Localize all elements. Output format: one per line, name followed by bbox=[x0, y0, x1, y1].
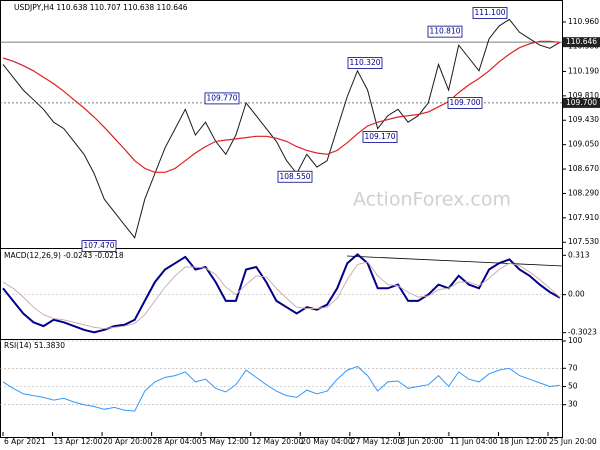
watermark: ActionForex.com bbox=[353, 189, 511, 211]
x-tick-label: 18 Jun 12:00 bbox=[499, 437, 547, 446]
y-tick-label: 110.960 bbox=[568, 17, 599, 26]
annotation-box bbox=[362, 131, 398, 143]
series-line bbox=[2, 261, 561, 330]
price-label-box bbox=[563, 97, 600, 108]
price-label: 109.700 bbox=[566, 98, 597, 107]
y-tick-label: 108.290 bbox=[568, 188, 599, 197]
y-tick-label: 109.050 bbox=[568, 140, 599, 149]
annotation: 109.170 bbox=[364, 132, 395, 141]
x-tick-label: 28 Apr 04:00 bbox=[153, 437, 202, 446]
y-tick-label: 30 bbox=[568, 400, 578, 409]
rsi-title: RSI(14) 51.3830 bbox=[4, 341, 65, 350]
y-tick-label: 110.190 bbox=[568, 66, 599, 75]
x-tick-label: 11 Jun 04:00 bbox=[450, 437, 498, 446]
x-tick-label: 12 May 20:00 bbox=[252, 437, 304, 446]
x-tick-label: 25 Jun 20:00 bbox=[549, 437, 597, 446]
price-label: 110.646 bbox=[566, 37, 597, 46]
x-tick-label: 13 Apr 12:00 bbox=[54, 437, 103, 446]
series-line bbox=[2, 18, 561, 239]
annotation-box bbox=[427, 25, 463, 38]
annotation: 111.100 bbox=[474, 8, 505, 17]
y-tick-label: 109.810 bbox=[568, 91, 599, 100]
chart-title: USDJPY,H4 110.638 110.707 110.638 110.64… bbox=[14, 3, 188, 12]
annotation-box bbox=[347, 57, 383, 69]
annotation: 107.470 bbox=[83, 241, 114, 250]
y-tick-label: 100 bbox=[568, 336, 583, 345]
series-line bbox=[2, 365, 561, 412]
y-tick-label: 108.670 bbox=[568, 164, 599, 173]
x-tick-label: 20 Apr 20:00 bbox=[103, 437, 152, 446]
macd-title: MACD(12,26,9) -0.0243 -0.0218 bbox=[4, 251, 124, 260]
y-tick-label: 107.530 bbox=[568, 237, 599, 246]
annotation: 110.810 bbox=[429, 27, 460, 36]
annotation: 109.700 bbox=[449, 98, 480, 107]
annotation-box bbox=[81, 240, 117, 253]
x-tick-label: 6 Apr 2021 bbox=[4, 437, 46, 446]
y-tick-label: 0.313 bbox=[568, 250, 590, 259]
price-label-box bbox=[563, 37, 600, 48]
annotation: 110.320 bbox=[349, 58, 380, 67]
annotation-box bbox=[472, 7, 508, 19]
x-tick-label: 20 May 04:00 bbox=[301, 437, 353, 446]
annotation-box bbox=[447, 97, 483, 109]
y-tick-label: 109.430 bbox=[568, 115, 599, 124]
y-tick-label: 0.00 bbox=[568, 290, 585, 299]
x-tick-label: 3 Jun 20:00 bbox=[400, 437, 443, 446]
annotation-box bbox=[277, 170, 313, 183]
y-tick-label: 50 bbox=[568, 382, 578, 391]
x-tick-label: 5 May 12:00 bbox=[202, 437, 249, 446]
x-tick-label: 27 May 12:00 bbox=[351, 437, 403, 446]
annotation-box bbox=[204, 92, 240, 105]
annotation: 109.770 bbox=[206, 93, 237, 102]
frame bbox=[0, 0, 563, 438]
y-tick-label: 107.910 bbox=[568, 213, 599, 222]
series-line bbox=[2, 253, 561, 334]
macd-trendline bbox=[346, 255, 564, 267]
series-line bbox=[2, 40, 561, 173]
annotation: 108.550 bbox=[279, 172, 310, 181]
y-tick-label: 70 bbox=[568, 363, 578, 372]
y-tick-label: -0.3023 bbox=[568, 328, 597, 337]
